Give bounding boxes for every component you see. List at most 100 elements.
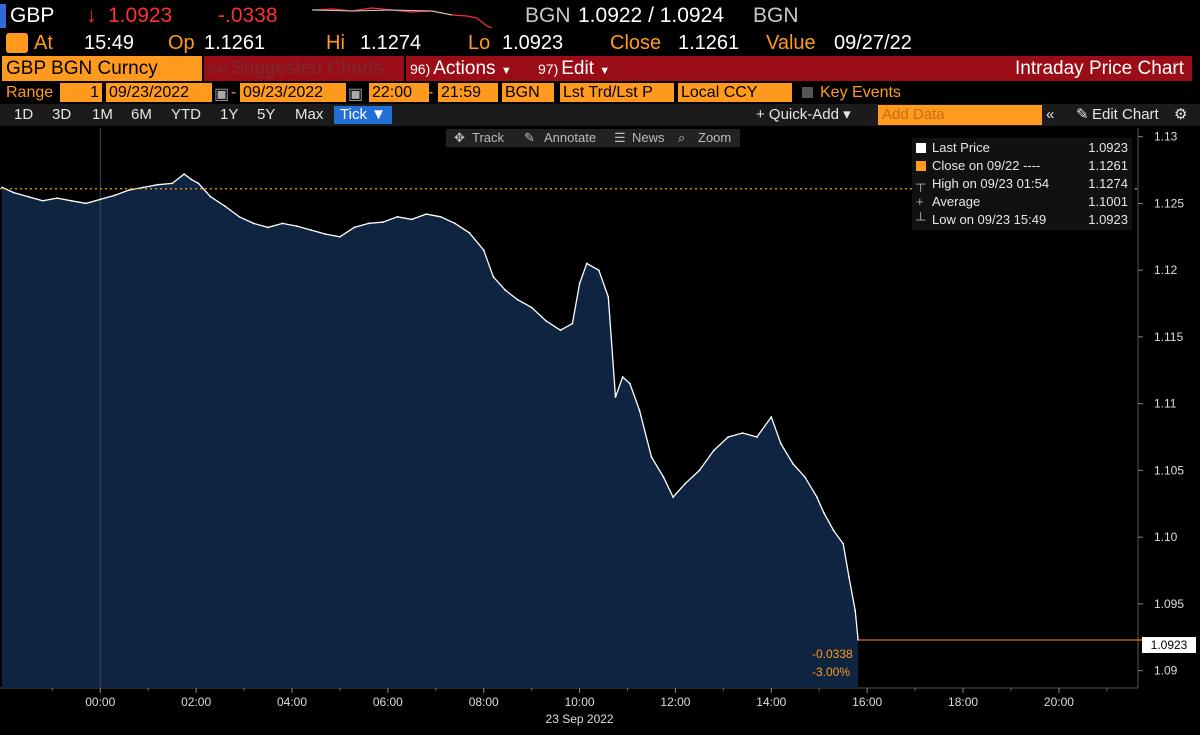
y-tick-label: 1.12 xyxy=(1154,263,1178,277)
price-point xyxy=(56,197,58,199)
period-ytd[interactable]: YTD xyxy=(171,106,201,123)
price-field-select[interactable]: Lst Trd/Lst P xyxy=(560,83,674,102)
caret-down-icon: ▼ xyxy=(599,65,611,77)
price-point xyxy=(672,496,674,498)
calendar-icon[interactable]: ▣ xyxy=(214,86,230,103)
price-point xyxy=(353,226,356,229)
period-max[interactable]: Max xyxy=(295,106,324,123)
price-point xyxy=(816,496,818,498)
sparkline xyxy=(312,7,492,28)
price-point xyxy=(171,182,174,185)
price-point xyxy=(842,542,845,545)
price-point xyxy=(614,396,617,398)
price-point xyxy=(578,282,581,285)
period-3d[interactable]: 3D xyxy=(52,106,72,123)
y-tick-label: 1.105 xyxy=(1154,463,1184,477)
price-point xyxy=(756,436,758,438)
price-point xyxy=(310,229,313,231)
price-point xyxy=(267,226,269,229)
start-time-field[interactable]: 22:00 xyxy=(369,83,429,102)
edit-menu[interactable]: 97) Edit ▼ xyxy=(534,56,628,81)
period-1y[interactable]: 1Y xyxy=(220,106,239,123)
period-5y[interactable]: 5Y xyxy=(257,106,276,123)
price-point xyxy=(468,231,471,234)
start-date-field[interactable]: 09/23/2022 xyxy=(106,83,212,102)
price-point xyxy=(727,436,730,438)
low-marker-icon: ┴ xyxy=(916,212,926,227)
high-value: 1.1274 xyxy=(360,32,422,54)
change-abs-label: -0.0338 xyxy=(812,647,853,661)
legend-low[interactable]: ┴ Low on 09/23 15:49 1.0923 xyxy=(916,212,1128,227)
calendar-icon[interactable]: ▣ xyxy=(348,86,364,103)
suggested-charts-button[interactable]: 94) Suggested Charts xyxy=(204,56,404,81)
x-tick-label: 10:00 xyxy=(565,695,595,709)
legend-high[interactable]: ┬ High on 09/23 01:54 1.1274 xyxy=(916,176,1128,191)
price-point xyxy=(128,189,130,191)
clock-icon[interactable] xyxy=(6,33,28,53)
y-tick-label: 1.09 xyxy=(1154,664,1178,678)
track-tool[interactable]: Track xyxy=(472,130,505,145)
security-marker xyxy=(0,4,6,28)
legend-close[interactable]: Close on 09/22 ---- 1.1261 xyxy=(916,157,1128,174)
end-time-field[interactable]: 21:59 xyxy=(438,83,498,102)
price-point xyxy=(482,249,485,251)
chart-legend: Last Price 1.0923 Close on 09/22 ---- 1.… xyxy=(912,138,1132,230)
range-bar: Range 1 09/23/2022 ▣ - 09/23/2022 ▣ 22:0… xyxy=(0,82,1200,103)
y-tick-label: 1.125 xyxy=(1154,196,1184,210)
time-separator: - xyxy=(428,84,434,101)
price-point xyxy=(1,186,3,189)
price-point xyxy=(650,456,653,458)
actions-menu[interactable]: 96) Actions ▼ xyxy=(406,56,534,81)
gear-icon[interactable]: ⚙ xyxy=(1174,106,1188,123)
legend-average[interactable]: + Average 1.1001 xyxy=(916,194,1128,209)
zoom-tool[interactable]: Zoom xyxy=(698,130,732,145)
price-point xyxy=(770,416,773,418)
price-point xyxy=(597,269,600,272)
source-field[interactable]: BGN xyxy=(502,83,554,102)
last-price: 1.0923 xyxy=(108,4,173,27)
key-events-checkbox[interactable] xyxy=(802,87,813,98)
quote-source: BGN xyxy=(525,4,571,27)
end-date-field[interactable]: 09/23/2022 xyxy=(240,83,346,102)
period-1d[interactable]: 1D xyxy=(14,106,34,123)
quote-source-2: BGN xyxy=(753,4,799,27)
period-6m[interactable]: 6M xyxy=(131,106,152,123)
price-point xyxy=(832,529,835,532)
news-tool[interactable]: News xyxy=(632,130,665,145)
ticker-header: GBP ↓ 1.0923 -.0338 BGN 1.0922 / 1.0924 … xyxy=(0,0,1200,31)
price-point xyxy=(698,469,701,472)
price-point xyxy=(209,195,212,198)
low-value: 1.0923 xyxy=(502,32,564,54)
price-point xyxy=(410,218,413,221)
security-field[interactable]: GBP BGN Curncy xyxy=(2,56,202,81)
price-point xyxy=(197,182,200,185)
value-date: 09/27/22 xyxy=(834,32,912,54)
track-icon: ✥ xyxy=(454,130,465,145)
tick-dropdown[interactable]: Tick ▼ xyxy=(334,106,392,124)
range-value[interactable]: 1 xyxy=(60,83,102,102)
collapse-icon[interactable]: « xyxy=(1046,106,1055,123)
ticker-symbol[interactable]: GBP xyxy=(10,4,55,27)
legend-last-price[interactable]: Last Price 1.0923 xyxy=(916,139,1128,156)
price-point xyxy=(629,382,631,385)
currency-select[interactable]: Local CCY xyxy=(678,83,792,102)
period-1m[interactable]: 1M xyxy=(92,106,113,123)
price-point xyxy=(571,322,574,325)
price-point xyxy=(504,289,507,292)
price-point xyxy=(741,432,744,434)
caret-down-icon: ▼ xyxy=(500,65,512,77)
news-icon: ☰ xyxy=(614,130,626,145)
low-label: Lo xyxy=(468,32,491,54)
add-data-input[interactable]: Add Data xyxy=(878,105,1042,125)
price-point xyxy=(238,215,241,218)
price-point xyxy=(70,199,73,202)
edit-chart-button[interactable]: Edit Chart xyxy=(1092,106,1159,123)
y-tick-label: 1.13 xyxy=(1154,130,1178,144)
annotate-tool[interactable]: Annotate xyxy=(544,130,597,145)
quick-add-button[interactable]: + Quick-Add ▾ xyxy=(756,106,851,123)
zoom-icon: ⌕ xyxy=(678,130,686,145)
net-change: -.0338 xyxy=(218,4,278,27)
price-point xyxy=(382,221,384,223)
price-point xyxy=(712,449,715,452)
price-point xyxy=(324,233,327,235)
